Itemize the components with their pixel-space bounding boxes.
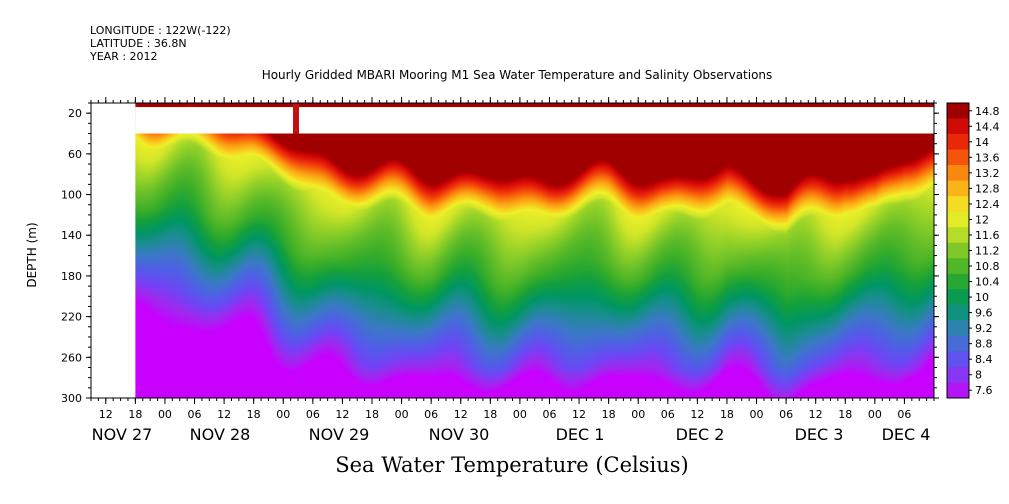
colorbar-cell <box>947 304 969 321</box>
colorbar-cell <box>947 289 969 306</box>
x-tick-label: 06 <box>779 408 793 421</box>
colorbar-label: 12 <box>975 213 989 226</box>
colorbar-label: 14.4 <box>975 120 1000 133</box>
colorbar-label: 13.2 <box>975 167 1000 180</box>
colorbar-label: 8.8 <box>975 338 993 351</box>
colorbar-cell <box>947 103 969 120</box>
x-tick-label: 00 <box>395 408 409 421</box>
longitude-label: LONGITUDE : 122W(-122) <box>90 24 231 37</box>
colorbar-cell <box>947 134 969 151</box>
colorbar: 14.8 14.4 14 13.6 13.2 12.8 12.4 12 11.6 11.2 10.8… <box>946 102 1000 399</box>
x-tick-label: 00 <box>276 408 290 421</box>
x-tick-label: 18 <box>602 408 616 421</box>
colorbar-label: 12.4 <box>975 198 1000 211</box>
x-tick-label: 06 <box>661 408 675 421</box>
colorbar-label: 10 <box>975 291 989 304</box>
x-day-label: DEC 1 <box>556 425 605 444</box>
y-tick-label: 180 <box>61 270 82 283</box>
y-tick-label: 100 <box>61 189 82 202</box>
colorbar-cell <box>947 351 969 368</box>
x-tick-label: 00 <box>868 408 882 421</box>
x-tick-label: 06 <box>306 408 320 421</box>
colorbar-label: 9.6 <box>975 307 993 320</box>
year-label: YEAR : 2012 <box>90 50 158 63</box>
colorbar-label: 11.2 <box>975 245 1000 258</box>
colorbar-cell <box>947 211 969 228</box>
colorbar-cell <box>947 335 969 352</box>
colorbar-cell <box>947 273 969 290</box>
chart-title: Hourly Gridded MBARI Mooring M1 Sea Wate… <box>261 68 773 82</box>
latitude-label: LATITUDE : 36.8N <box>90 37 187 50</box>
x-tick-label: 12 <box>690 408 704 421</box>
x-tick-label: 06 <box>897 408 911 421</box>
colorbar-cell <box>947 382 969 399</box>
colorbar-label: 13.6 <box>975 151 1000 164</box>
x-day-label: NOV 30 <box>429 425 490 444</box>
x-tick-label: 18 <box>483 408 497 421</box>
y-tick-label: 140 <box>61 229 82 242</box>
colorbar-cell <box>947 258 969 275</box>
no-data-band <box>135 107 935 134</box>
x-tick-label: 18 <box>838 408 852 421</box>
x-tick-label: 00 <box>750 408 764 421</box>
x-tick-label: 00 <box>631 408 645 421</box>
colorbar-label: 8 <box>975 369 982 382</box>
colorbar-cell <box>947 180 969 197</box>
x-tick-label: 12 <box>454 408 468 421</box>
colorbar-label: 9.2 <box>975 322 993 335</box>
x-tick-label: 18 <box>720 408 734 421</box>
colorbar-label: 11.6 <box>975 229 1000 242</box>
heatmap-image <box>135 103 935 398</box>
x-day-label: DEC 3 <box>795 425 844 444</box>
colorbar-cell <box>947 227 969 244</box>
colorbar-cell <box>947 149 969 166</box>
x-tick-label: 18 <box>247 408 261 421</box>
x-day-label: NOV 29 <box>309 425 370 444</box>
colorbar-cell <box>947 320 969 337</box>
x-tick-label: 12 <box>335 408 349 421</box>
x-tick-label: 12 <box>809 408 823 421</box>
colorbar-cell <box>947 242 969 259</box>
x-tick-label: 12 <box>217 408 231 421</box>
colorbar-cell <box>947 196 969 213</box>
y-tick-label: 220 <box>61 311 82 324</box>
surface-spike <box>293 103 299 134</box>
no-data-regions <box>135 103 935 134</box>
colorbar-label: 14 <box>975 136 989 149</box>
x-tick-label: 00 <box>513 408 527 421</box>
colorbar-frame <box>946 102 970 399</box>
colorbar-label: 7.6 <box>975 384 993 397</box>
x-tick-label: 12 <box>99 408 113 421</box>
colorbar-label: 14.8 <box>975 105 1000 118</box>
x-day-label: DEC 2 <box>676 425 725 444</box>
y-tick-label: 20 <box>68 107 82 120</box>
colorbar-label: 10.8 <box>975 260 1000 273</box>
x-day-label: NOV 28 <box>190 425 251 444</box>
location-info: LONGITUDE : 122W(-122) LATITUDE : 36.8N … <box>90 24 231 63</box>
colorbar-cell <box>947 366 969 383</box>
colorbar-label: 12.8 <box>975 182 1000 195</box>
y-tick-label: 60 <box>68 148 82 161</box>
x-tick-label: 18 <box>365 408 379 421</box>
x-tick-label: 18 <box>128 408 142 421</box>
colorbar-label: 8.4 <box>975 353 993 366</box>
x-tick-label: 00 <box>158 408 172 421</box>
y-tick-label: 300 <box>61 392 82 405</box>
x-day-label: DEC 4 <box>882 425 931 444</box>
colorbar-cell <box>947 165 969 182</box>
x-axis-label: Sea Water Temperature (Celsius) <box>335 453 689 477</box>
axes: 20 60 100 140 180 220 260 300 12 18 00 06 12 18 00 06 12… <box>61 97 939 444</box>
y-tick-label: 260 <box>61 351 82 364</box>
x-tick-label: 06 <box>542 408 556 421</box>
x-tick-label: 06 <box>188 408 202 421</box>
x-day-label: NOV 27 <box>92 425 153 444</box>
x-tick-label: 12 <box>572 408 586 421</box>
colorbar-cell <box>947 118 969 135</box>
colorbar-label: 10.4 <box>975 276 1000 289</box>
x-tick-label: 06 <box>424 408 438 421</box>
